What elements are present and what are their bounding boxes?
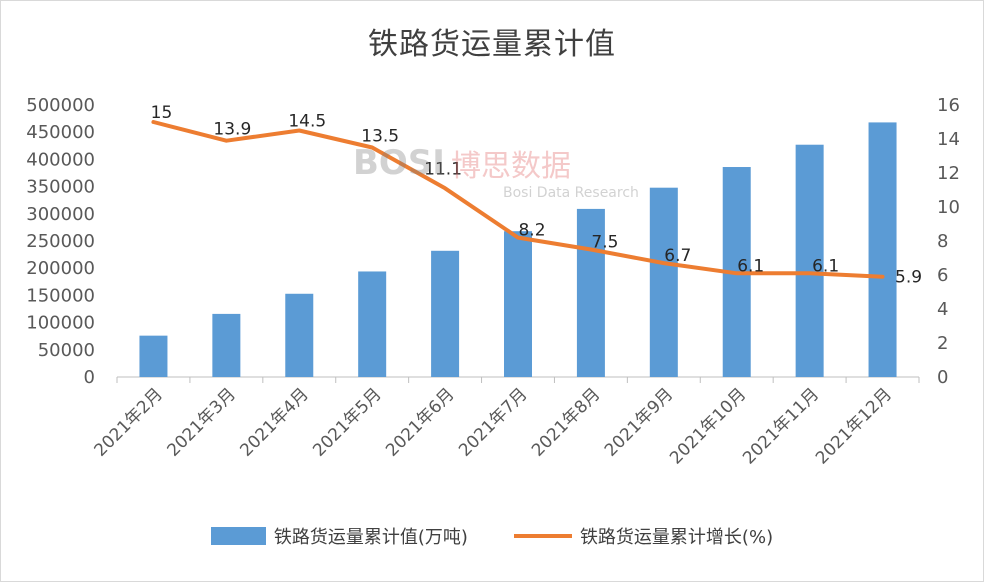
y-right-tick-label: 12	[937, 163, 960, 184]
line-data-label: 15	[151, 103, 173, 123]
x-tick-label: 2021年5月	[309, 384, 385, 460]
line-data-label: 11.1	[424, 159, 462, 179]
y-right-tick-label: 14	[937, 129, 960, 150]
y-left-tick-label: 200000	[26, 258, 95, 279]
legend-label-line: 铁路货运量累计增长(%)	[579, 527, 774, 548]
chart-title: 铁路货运量累计值	[368, 27, 616, 62]
y-left-tick-label: 350000	[26, 177, 95, 198]
line-data-label: 6.7	[664, 246, 691, 266]
y-right-tick-label: 10	[937, 197, 960, 218]
y-right-tick-label: 0	[937, 367, 948, 388]
bar	[868, 122, 897, 378]
line-data-label: 14.5	[288, 112, 326, 132]
y-left-tick-label: 150000	[26, 285, 95, 306]
y-left-tick-label: 0	[84, 367, 95, 388]
x-tick-label: 2021年2月	[91, 384, 167, 460]
y-left-tick-label: 50000	[38, 340, 95, 361]
line-data-label: 13.5	[361, 127, 399, 147]
legend-item-bar: 铁路货运量累计值(万吨)	[210, 523, 468, 549]
legend-swatch-line	[513, 534, 572, 538]
y-left-tick-label: 500000	[26, 95, 95, 116]
y-left-tick-label: 450000	[26, 122, 95, 143]
y-right-tick-label: 4	[937, 299, 948, 320]
bar	[212, 313, 241, 377]
line-data-label: 5.9	[895, 268, 922, 288]
legend-item-line: 铁路货运量累计增长(%)	[513, 523, 774, 549]
bar	[649, 187, 678, 377]
line-data-label: 6.1	[812, 256, 839, 276]
bar	[504, 231, 532, 377]
x-tick-label: 2021年6月	[382, 384, 458, 460]
line-data-label: 7.5	[591, 233, 618, 253]
bar	[139, 335, 168, 377]
line-data-label: 6.1	[737, 256, 764, 276]
bar	[285, 293, 314, 377]
legend-label-bar: 铁路货运量累计值(万吨)	[273, 527, 468, 548]
line-data-label: 13.9	[213, 120, 251, 140]
y-right-tick-label: 8	[937, 231, 948, 252]
bar	[431, 250, 460, 377]
y-left-tick-label: 300000	[26, 204, 95, 225]
x-tick-label: 2021年3月	[163, 384, 239, 460]
y-right-tick-label: 2	[937, 333, 948, 354]
x-tick-label: 2021年7月	[455, 384, 531, 460]
y-left-tick-label: 400000	[26, 149, 95, 170]
x-tick-label: 2021年9月	[601, 384, 677, 460]
legend: 铁路货运量累计值(万吨) 铁路货运量累计增长(%)	[1, 523, 983, 549]
x-tick-label: 2021年8月	[528, 384, 604, 460]
y-left-tick-label: 100000	[26, 313, 95, 334]
x-tick-label: 2021年12月	[812, 384, 896, 468]
bar	[576, 208, 605, 377]
x-tick-label: 2021年4月	[236, 384, 312, 460]
legend-swatch-bar	[210, 527, 266, 545]
x-tick-label: 2021年10月	[666, 384, 750, 468]
bar	[795, 144, 824, 377]
line-data-label: 8.2	[518, 221, 545, 241]
y-left-tick-label: 250000	[26, 231, 95, 252]
bar	[358, 271, 387, 377]
y-right-tick-label: 16	[937, 95, 960, 116]
y-right-tick-label: 6	[937, 265, 948, 286]
x-tick-label: 2021年11月	[739, 384, 823, 468]
